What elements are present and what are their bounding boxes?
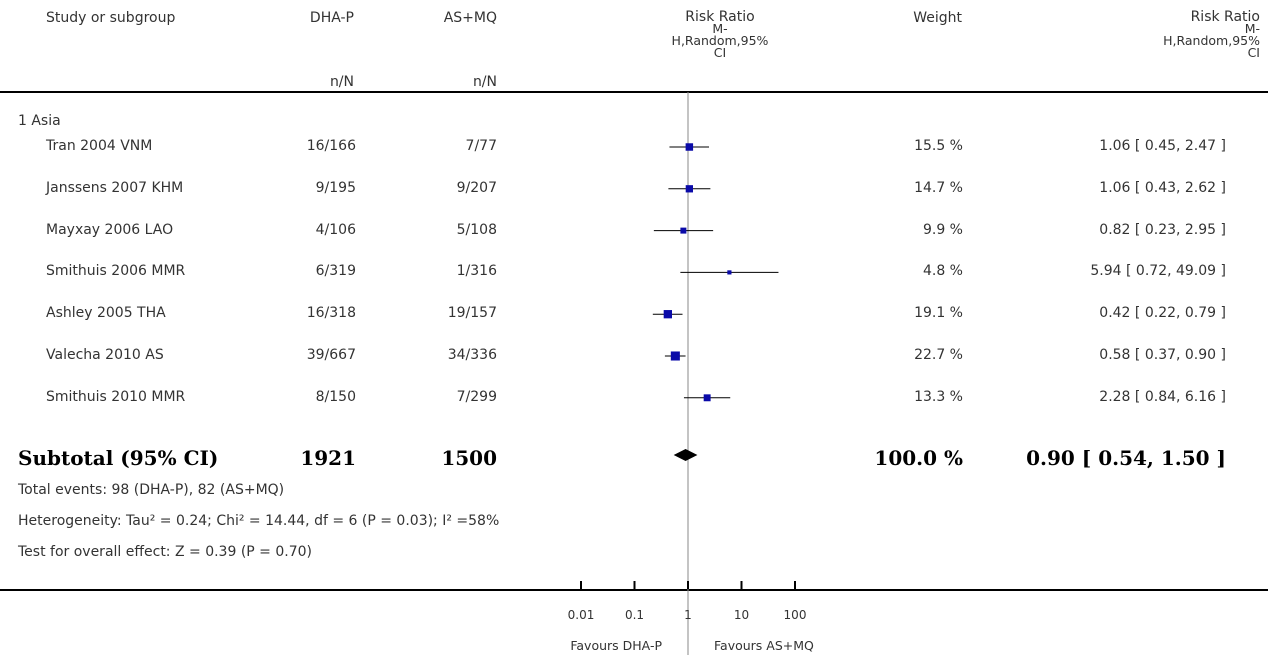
rr-column-header-line3: H,Random,95% xyxy=(1163,33,1260,48)
rr-column-header-line4: CI xyxy=(1247,45,1260,60)
study-n1: 16/166 xyxy=(306,138,356,154)
group2-n-label: n/N xyxy=(472,74,497,90)
study-rr-ci: 1.06 [ 0.43, 2.62 ] xyxy=(1099,179,1226,196)
axis-tick-label: 0.1 xyxy=(625,608,644,622)
group2-header: AS+MQ xyxy=(443,10,497,26)
weight-column-header: Weight xyxy=(913,10,962,26)
study-n2: 9/207 xyxy=(456,179,497,196)
study-name: Smithuis 2006 MMR xyxy=(46,263,186,280)
overall-effect-note: Test for overall effect: Z = 0.39 (P = 0… xyxy=(18,544,312,560)
study-point xyxy=(680,227,687,234)
rr-plot-header-line2: M- xyxy=(712,21,728,36)
study-weight: 13.3 % xyxy=(914,388,963,405)
study-name: Tran 2004 VNM xyxy=(46,138,153,154)
study-n1: 6/319 xyxy=(315,263,356,280)
study-column-header: Study or subgroup xyxy=(46,10,176,26)
study-name: Mayxay 2006 LAO xyxy=(46,221,174,238)
rr-plot-header: Risk Ratio M- H,Random,95% CI xyxy=(620,9,820,60)
axis-tick-label: 100 xyxy=(784,608,807,622)
group1-n-label: n/N xyxy=(329,74,354,90)
rr-plot-header-line1: Risk Ratio xyxy=(685,9,755,25)
rr-column-header: Risk Ratio M- H,Random,95% CI xyxy=(1060,9,1260,60)
study-point xyxy=(685,143,694,151)
study-n2: 1/316 xyxy=(456,263,497,280)
study-n1: 16/318 xyxy=(306,305,356,322)
study-name: Janssens 2007 KHM xyxy=(46,179,184,196)
favours-left-label: Favours DHA-P xyxy=(570,638,662,653)
group1-header: DHA-P xyxy=(309,10,354,26)
study-n2: 19/157 xyxy=(447,305,497,322)
study-rr-ci: 0.82 [ 0.23, 2.95 ] xyxy=(1099,221,1226,238)
rr-column-header-line2: M- xyxy=(1244,21,1260,36)
study-point xyxy=(685,185,693,193)
total-events-note: Total events: 98 (DHA-P), 82 (AS+MQ) xyxy=(18,482,285,498)
study-n2: 5/108 xyxy=(456,221,497,238)
subgroup-label: 1 Asia xyxy=(18,113,61,129)
rr-plot-header-line4: CI xyxy=(713,45,727,60)
study-rr-ci: 0.42 [ 0.22, 0.79 ] xyxy=(1099,305,1226,322)
study-rr-ci: 2.28 [ 0.84, 6.16 ] xyxy=(1099,388,1226,405)
study-name: Ashley 2005 THA xyxy=(46,305,166,322)
subtotal-n1: 1921 xyxy=(300,446,356,470)
subtotal-weight: 100.0 % xyxy=(874,446,963,470)
study-n1: 4/106 xyxy=(315,221,356,238)
study-point xyxy=(670,351,680,361)
header-divider xyxy=(0,91,1268,93)
study-weight: 19.1 % xyxy=(914,305,963,322)
study-weight: 14.7 % xyxy=(914,179,963,196)
study-n1: 9/195 xyxy=(315,179,356,196)
study-weight: 15.5 % xyxy=(914,138,963,154)
favours-right-label: Favours AS+MQ xyxy=(714,638,814,653)
heterogeneity-note: Heterogeneity: Tau² = 0.24; Chi² = 14.44… xyxy=(18,513,500,529)
subtotal-n2: 1500 xyxy=(441,446,497,470)
study-rr-ci: 5.94 [ 0.72, 49.09 ] xyxy=(1090,263,1226,280)
study-point xyxy=(727,270,732,275)
study-n2: 7/77 xyxy=(465,138,497,154)
study-point xyxy=(703,394,711,402)
pooled-diamond xyxy=(673,449,698,461)
study-n2: 7/299 xyxy=(456,388,497,405)
study-weight: 22.7 % xyxy=(914,347,963,363)
axis-tick-label: 1 xyxy=(684,608,692,622)
study-rr-ci: 0.58 [ 0.37, 0.90 ] xyxy=(1099,347,1226,363)
study-n1: 39/667 xyxy=(306,347,356,363)
rr-column-header-line1: Risk Ratio xyxy=(1190,9,1260,25)
study-name: Valecha 2010 AS xyxy=(46,347,164,363)
study-n2: 34/336 xyxy=(447,347,497,363)
study-point xyxy=(663,310,672,319)
study-n1: 8/150 xyxy=(315,388,356,405)
study-weight: 9.9 % xyxy=(922,221,963,238)
study-rr-ci: 1.06 [ 0.45, 2.47 ] xyxy=(1099,138,1226,154)
bottom-axis-rule xyxy=(0,589,1268,591)
subtotal-label: Subtotal (95% CI) xyxy=(18,446,219,470)
axis-tick-label: 0.01 xyxy=(568,608,595,622)
study-name: Smithuis 2010 MMR xyxy=(46,388,186,405)
axis-tick-label: 10 xyxy=(734,608,749,622)
rr-plot-header-line3: H,Random,95% xyxy=(671,33,769,48)
subtotal-rr: 0.90 [ 0.54, 1.50 ] xyxy=(1026,446,1226,470)
study-weight: 4.8 % xyxy=(922,263,963,280)
